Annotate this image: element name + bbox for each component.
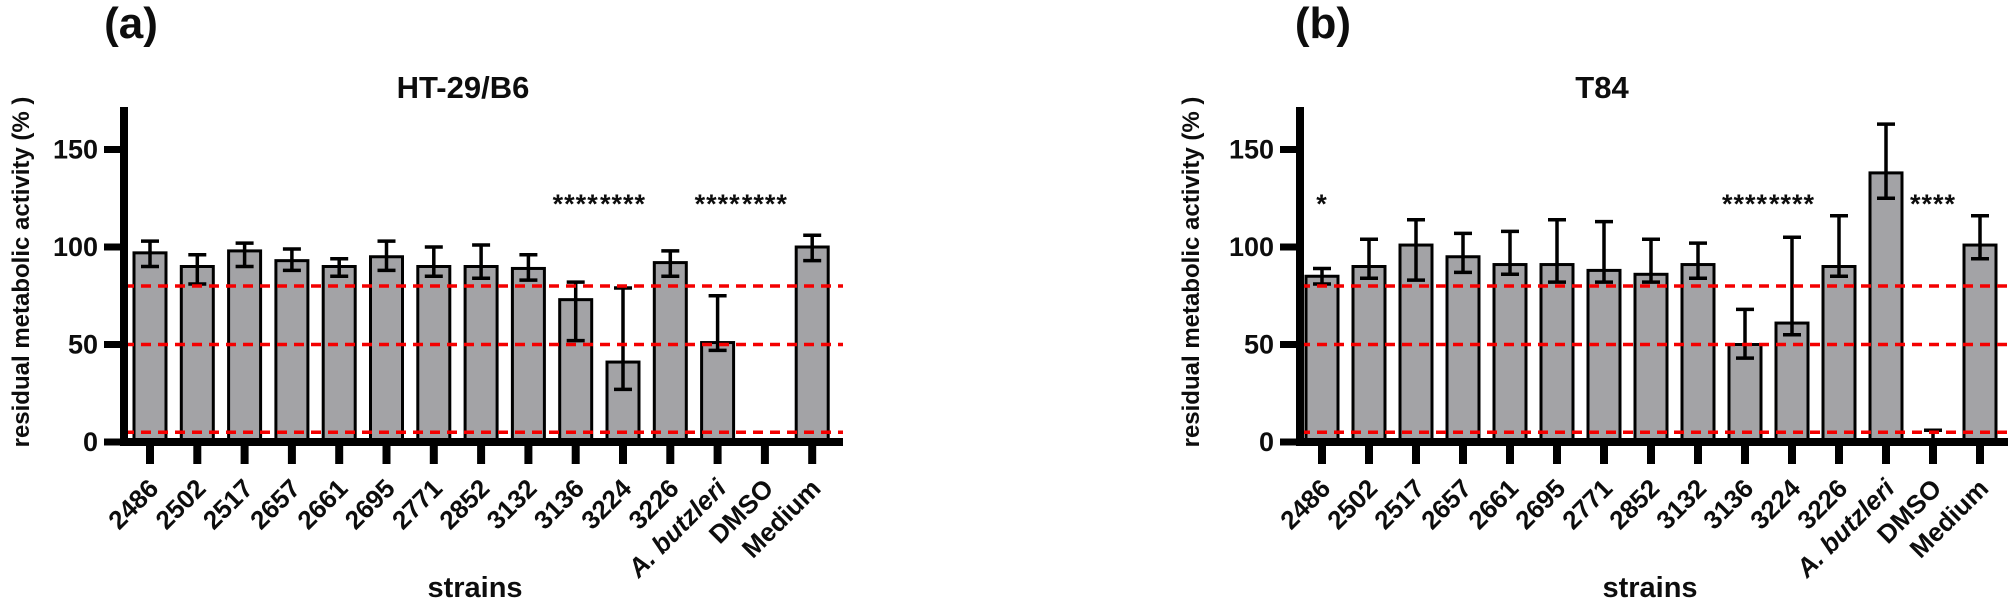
x-tick-label-3136: 3136: [528, 473, 590, 535]
bar-3132: [1680, 263, 1716, 444]
y-tick-label-150: 150: [1229, 135, 1274, 165]
x-tick-label-2695: 2695: [339, 473, 401, 535]
y-tick-label-100: 100: [53, 232, 98, 262]
significance-marker-3136: ****: [553, 189, 599, 219]
bar-3226: [652, 261, 688, 444]
bar-2661: [321, 265, 357, 444]
y-tick-label-0: 0: [83, 427, 98, 457]
panel-b-title: T84: [1575, 70, 1629, 105]
bar-2502: [1351, 265, 1387, 444]
significance-marker-3224: ****: [1769, 189, 1815, 219]
y-tick-label-100: 100: [1229, 232, 1274, 262]
bar-A. butzleri: [700, 341, 736, 444]
bar-2486: [1304, 274, 1340, 444]
x-tick-label-2486: 2486: [1274, 473, 1336, 535]
x-tick-label-2502: 2502: [149, 473, 211, 535]
panel-b-label: (b): [1294, 0, 1352, 48]
significance-marker-3224: ****: [600, 189, 646, 219]
bar-chart-panel-a: 0 50 100 150 2486250225172657266126952771285…: [53, 107, 843, 584]
bar-2657: [274, 259, 310, 444]
y-tick-label-150: 150: [53, 135, 98, 165]
x-tick-label-2771: 2771: [386, 473, 448, 535]
x-tick-label-3224: 3224: [1744, 473, 1806, 535]
x-tick-label-2771: 2771: [1556, 473, 1618, 535]
x-tick-label-2661: 2661: [1462, 473, 1524, 535]
x-tick-label-2657: 2657: [244, 473, 306, 535]
bar-2695: [1539, 263, 1575, 444]
significance-marker-3136: ****: [1722, 189, 1768, 219]
x-tick-label-2517: 2517: [1368, 473, 1430, 535]
x-tick-label-2852: 2852: [1603, 473, 1665, 535]
x-tick-label-2695: 2695: [1509, 473, 1571, 535]
x-tick-label-3132: 3132: [481, 473, 543, 535]
y-tick-label-50: 50: [1244, 330, 1274, 360]
x-tick-label-2486: 2486: [102, 473, 164, 535]
bar-2771: [416, 265, 452, 444]
bar-chart-panel-b: 0 50 100 150 2486250225172657266126952771285…: [1229, 107, 2008, 584]
bar-2517: [227, 249, 263, 444]
panel-a-label: (a): [104, 0, 158, 48]
x-tick-label-3136: 3136: [1697, 473, 1759, 535]
significance-marker-DMSO: ****: [1910, 189, 1956, 219]
x-tick-label-2502: 2502: [1321, 473, 1383, 535]
bar-2852: [463, 265, 499, 444]
bar-3132: [510, 266, 546, 444]
bar-2502: [179, 265, 215, 444]
bar-2771: [1586, 268, 1622, 444]
bar-2486: [132, 251, 168, 444]
significance-marker-A. butzleri: ****: [695, 189, 741, 219]
bar-2852: [1633, 272, 1669, 444]
bar-A. butzleri: [1868, 171, 1904, 444]
significance-marker-2486: *: [1316, 189, 1328, 219]
bar-3226: [1821, 265, 1857, 444]
y-tick-label-0: 0: [1259, 427, 1274, 457]
panel-a-title: HT-29/B6: [396, 70, 530, 105]
x-tick-label-2661: 2661: [291, 473, 353, 535]
y-tick-label-50: 50: [68, 330, 98, 360]
x-tick-label-3132: 3132: [1650, 473, 1712, 535]
panel-a-x-axis-title: strains: [427, 572, 523, 604]
panel-b-x-axis-title: strains: [1602, 572, 1698, 604]
x-tick-label-3224: 3224: [575, 473, 637, 535]
x-tick-label-2657: 2657: [1415, 473, 1477, 535]
x-tick-label-2852: 2852: [433, 473, 495, 535]
significance-marker-DMSO: ****: [742, 189, 788, 219]
x-tick-label-2517: 2517: [197, 473, 259, 535]
bar-2661: [1492, 263, 1528, 444]
bar-3224: [1774, 321, 1810, 444]
